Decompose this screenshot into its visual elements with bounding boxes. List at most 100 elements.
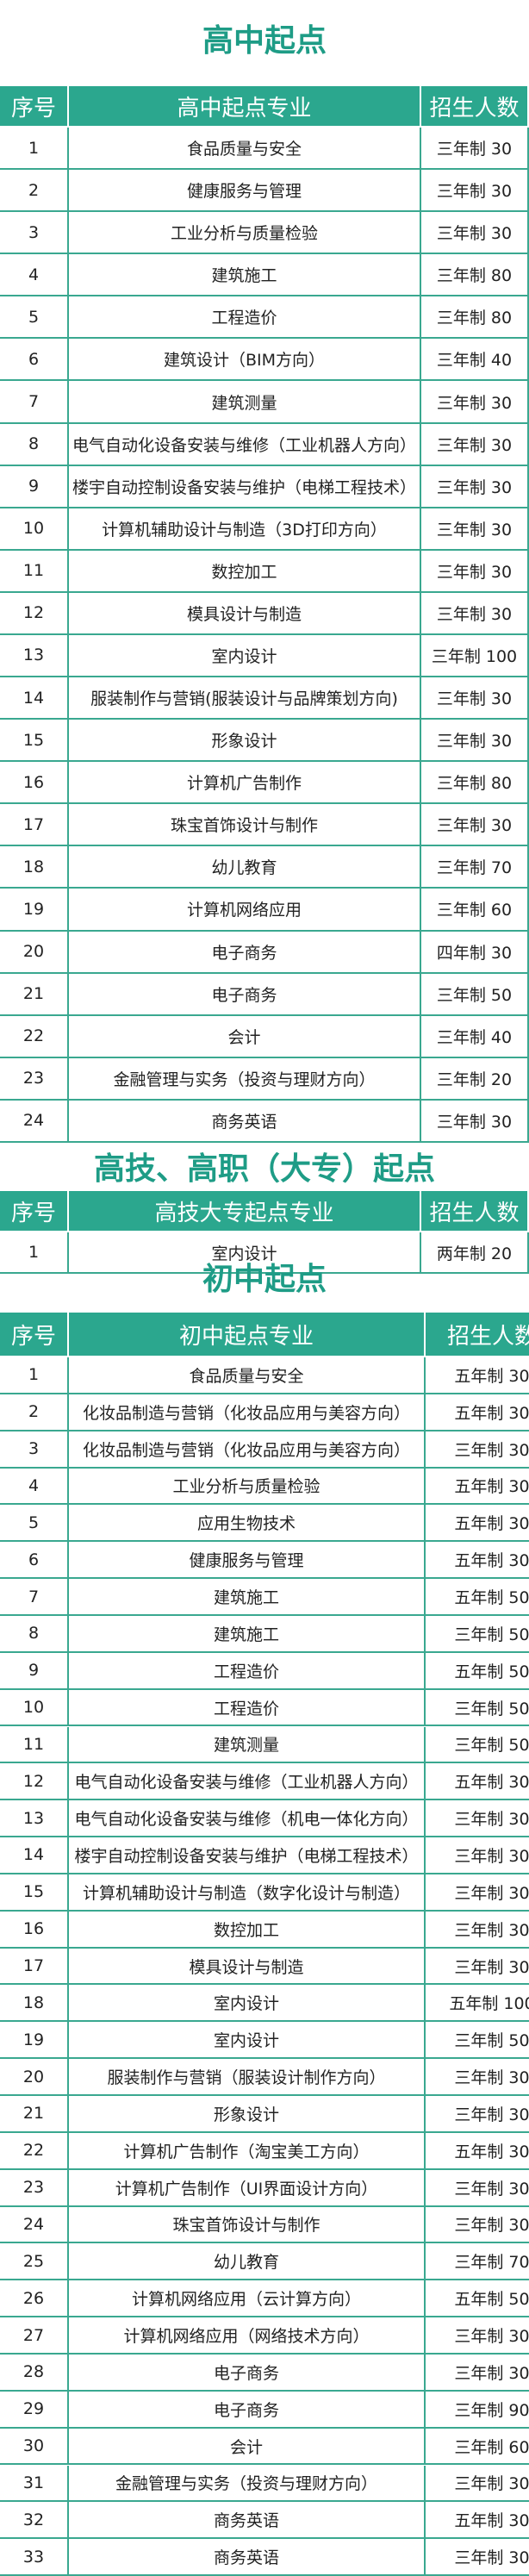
table-cell: 三年制 30: [421, 677, 529, 720]
table-cell: 珠宝首饰设计与制作: [69, 2206, 426, 2244]
header-cell: 序号: [0, 1313, 69, 1357]
table-cell: 三年制 30: [421, 170, 529, 213]
table-cell: 计算机网络应用: [69, 889, 421, 932]
table-cell: 三年制 80: [421, 762, 529, 805]
table-cell: 16: [0, 1911, 69, 1949]
table-cell: 工程造价: [69, 1652, 426, 1690]
table-cell: 形象设计: [69, 2096, 426, 2133]
section-title: 高技、高职（大专）起点: [93, 1151, 435, 1187]
table-cell: 商务英语: [69, 2539, 426, 2576]
table-cell: 9: [0, 465, 69, 508]
table-cell: 会计: [69, 1015, 421, 1058]
table-cell: 三年制 50: [426, 1616, 529, 1653]
table-cell: 三年制 30: [426, 2059, 529, 2096]
table-cell: 1: [0, 1232, 69, 1274]
table-cell: 化妆品制造与营销（化妆品应用与美容方向）: [69, 1431, 426, 1469]
table-cell: 4: [0, 254, 69, 297]
table-cell: 楼宇自动控制设备安装与维护（电梯工程技术）: [69, 1837, 426, 1874]
table-cell: 14: [0, 1837, 69, 1874]
table-cell: 建筑测量: [69, 381, 421, 424]
table-cell: 五年制 50: [426, 2280, 529, 2318]
header-cell: 招生人数: [421, 1191, 529, 1232]
table-cell: 计算机广告制作（淘宝美工方向）: [69, 2132, 426, 2170]
table-cell: 健康服务与管理: [69, 1542, 426, 1580]
table-cell: 三年制 50: [426, 1690, 529, 1727]
table-cell: 2: [0, 170, 69, 213]
section-title: 高中起点: [202, 23, 327, 59]
table-cell: 28: [0, 2354, 69, 2392]
table-cell: 三年制 30: [421, 128, 529, 171]
table-cell: 18: [0, 1985, 69, 2023]
table-cell: 三年制 20: [421, 1057, 529, 1101]
table-cell: 三年制 30: [421, 550, 529, 593]
table-cell: 电气自动化设备安装与维修（工业机器人方向）: [69, 1763, 426, 1801]
table-cell: 14: [0, 677, 69, 720]
table-cell: 29: [0, 2391, 69, 2429]
table-cell: 两年制 20: [421, 1232, 529, 1274]
table-cell: 会计: [69, 2428, 426, 2466]
table-cell: 室内设计: [69, 1232, 421, 1274]
table-cell: 模具设计与制造: [69, 592, 421, 635]
table-cell: 工程造价: [69, 296, 421, 340]
table-cell: 三年制 30: [426, 2207, 529, 2244]
table-cell: 五年制 30: [426, 1542, 529, 1580]
table-cell: 五年制 50: [426, 1579, 529, 1616]
table-cell: 23: [0, 1057, 69, 1101]
table-cell: 电子商务: [69, 2354, 426, 2392]
table-cell: 五年制 30: [426, 2133, 529, 2170]
table-cell: 三年制 50: [421, 973, 529, 1016]
table-cell: 26: [0, 2280, 69, 2318]
table-cell: 三年制 50: [426, 2022, 529, 2060]
table-cell: 三年制 30: [426, 1431, 529, 1469]
table-cell: 18: [0, 846, 69, 889]
table-cell: 电气自动化设备安装与维修（机电一体化方向）: [69, 1800, 426, 1838]
table-cell: 21: [0, 2096, 69, 2133]
table-cell: 五年制 30: [426, 1763, 529, 1801]
table-cell: 食品质量与安全: [69, 128, 421, 171]
table-cell: 三年制 30: [426, 1912, 529, 1949]
table-cell: 三年制 30: [421, 592, 529, 635]
section-title: 初中起点: [202, 1262, 327, 1297]
table-cell: 7: [0, 1579, 69, 1616]
table-cell: 商务英语: [69, 2502, 426, 2540]
table-cell: 5: [0, 296, 69, 340]
header-cell: 序号: [0, 1191, 69, 1232]
table-cell: 7: [0, 381, 69, 424]
table-cell: 五年制 50: [426, 1653, 529, 1690]
table-cell: 幼儿教育: [69, 846, 421, 889]
table-cell: 三年制 80: [421, 254, 529, 297]
table-cell: 三年制 30: [421, 212, 529, 255]
table-cell: 食品质量与安全: [69, 1357, 426, 1394]
table-cell: 19: [0, 2022, 69, 2060]
table-cell: 9: [0, 1652, 69, 1690]
table-cell: 12: [0, 1763, 69, 1801]
table-cell: 五年制 30: [426, 1357, 529, 1394]
table-cell: 20: [0, 2059, 69, 2096]
table-cell: 三年制 30: [421, 423, 529, 466]
table-cell: 6: [0, 339, 69, 382]
table-cell: 建筑施工: [69, 1615, 426, 1653]
table-cell: 工业分析与质量检验: [69, 1468, 426, 1506]
table-cell: 工程造价: [69, 1689, 426, 1727]
table-cell: 15: [0, 1874, 69, 1912]
table-cell: 四年制 30: [421, 931, 529, 974]
table-cell: 24: [0, 1100, 69, 1143]
table-cell: 幼儿教育: [69, 2243, 426, 2281]
table-cell: 计算机网络应用（网络技术方向）: [69, 2317, 426, 2355]
table-cell: 三年制 30: [426, 2466, 529, 2503]
table-cell: 27: [0, 2317, 69, 2355]
table-cell: 2: [0, 1394, 69, 1431]
table-cell: 4: [0, 1468, 69, 1506]
table-cell: 三年制 30: [426, 2539, 529, 2576]
table-cell: 三年制 30: [426, 1800, 529, 1838]
header-cell: 招生人数: [421, 86, 529, 128]
table-cell: 电子商务: [69, 931, 421, 974]
table-cell: 计算机辅助设计与制造（数字化设计与制造）: [69, 1874, 426, 1912]
table-cell: 16: [0, 762, 69, 805]
table-cell: 32: [0, 2502, 69, 2540]
table-cell: 30: [0, 2428, 69, 2466]
table-cell: 三年制 60: [426, 2429, 529, 2466]
table-cell: 三年制 30: [426, 1837, 529, 1874]
table-cell: 金融管理与实务（投资与理财方向）: [69, 2465, 426, 2503]
table-cell: 1: [0, 128, 69, 171]
